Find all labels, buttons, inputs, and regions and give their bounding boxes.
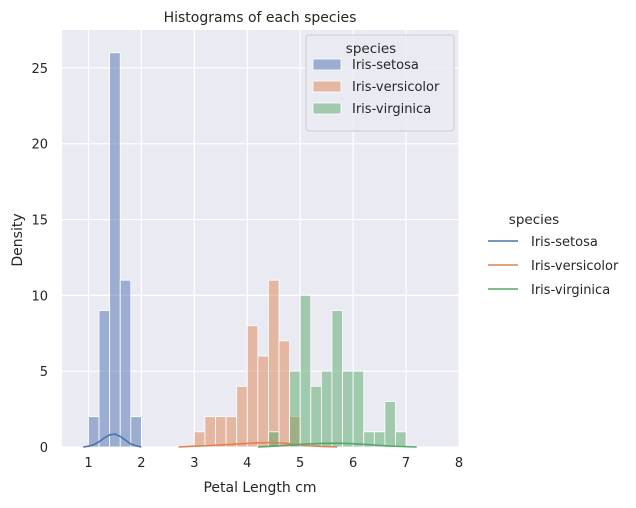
bar-iris-virginica bbox=[331, 310, 343, 448]
bar-iris-versicolor bbox=[215, 416, 227, 448]
outer-legend: species Iris-setosa Iris-versicolor Iris-v… bbox=[488, 212, 619, 298]
histogram-bars bbox=[88, 52, 407, 448]
inner-legend-swatch bbox=[312, 80, 342, 93]
x-tick-label: 7 bbox=[402, 456, 410, 471]
bar-iris-versicolor bbox=[236, 385, 248, 448]
x-tick-label: 4 bbox=[243, 456, 251, 471]
x-tick-label: 1 bbox=[84, 456, 92, 471]
kde-line-iris-versicolor bbox=[178, 441, 338, 448]
inner-legend-box bbox=[305, 34, 455, 132]
x-tick-label: 2 bbox=[137, 456, 145, 471]
x-tick-label: 6 bbox=[349, 456, 357, 471]
inner-legend-label: Iris-versicolor bbox=[352, 80, 440, 95]
bar-iris-virginica bbox=[268, 431, 280, 448]
bar-iris-virginica bbox=[289, 370, 301, 448]
bar-iris-versicolor bbox=[193, 431, 206, 448]
inner-legend-title: species bbox=[346, 41, 396, 57]
y-tick-labels: 0 5 10 15 20 25 bbox=[31, 62, 48, 456]
inner-legend-swatch bbox=[312, 58, 342, 71]
chart-title: Histograms of each species bbox=[164, 10, 357, 26]
bar-iris-virginica bbox=[352, 370, 365, 448]
bar-iris-versicolor bbox=[278, 340, 291, 448]
outer-legend-label: Iris-versicolor bbox=[531, 259, 619, 274]
outer-legend-title: species bbox=[509, 212, 559, 228]
bar-iris-versicolor bbox=[257, 355, 269, 448]
x-tick-label: 8 bbox=[455, 456, 463, 471]
bar-iris-virginica bbox=[299, 294, 312, 448]
bar-iris-virginica bbox=[395, 431, 407, 448]
bar-iris-virginica bbox=[310, 385, 322, 448]
y-tick-label: 25 bbox=[31, 62, 48, 77]
kde-lines bbox=[83, 433, 417, 448]
bar-iris-setosa bbox=[98, 310, 111, 448]
bar-iris-versicolor bbox=[268, 279, 280, 448]
bar-iris-versicolor bbox=[246, 325, 259, 448]
x-tick-label: 5 bbox=[296, 456, 304, 471]
inner-legend-swatch bbox=[312, 102, 342, 115]
y-tick-label: 20 bbox=[31, 138, 48, 153]
bar-iris-versicolor bbox=[204, 416, 216, 448]
y-tick-label: 0 bbox=[40, 441, 48, 456]
y-axis-label: Density bbox=[10, 213, 26, 266]
inner-legend: species Iris-setosa Iris-versicolor Iris-v… bbox=[305, 34, 455, 132]
bar-iris-versicolor bbox=[225, 416, 238, 448]
inner-legend-label: Iris-setosa bbox=[352, 58, 419, 73]
y-tick-label: 5 bbox=[40, 365, 48, 380]
x-tick-labels: 1 2 3 4 5 6 7 8 bbox=[84, 456, 463, 471]
bar-iris-setosa bbox=[119, 279, 132, 448]
inner-legend-label: Iris-virginica bbox=[352, 102, 431, 117]
bar-iris-virginica bbox=[384, 401, 396, 448]
outer-legend-label: Iris-virginica bbox=[531, 283, 610, 298]
kde-line-iris-setosa bbox=[83, 433, 142, 448]
x-tick-label: 3 bbox=[190, 456, 198, 471]
outer-legend-label: Iris-setosa bbox=[531, 235, 598, 250]
x-axis-label: Petal Length cm bbox=[203, 480, 316, 496]
y-tick-label: 10 bbox=[31, 289, 48, 304]
bar-iris-virginica bbox=[342, 370, 354, 448]
bar-iris-virginica bbox=[320, 370, 333, 448]
bar-iris-setosa bbox=[109, 52, 121, 448]
kde-line-iris-virginica bbox=[257, 442, 417, 448]
y-tick-label: 15 bbox=[31, 214, 48, 229]
bar-iris-setosa bbox=[130, 416, 142, 448]
